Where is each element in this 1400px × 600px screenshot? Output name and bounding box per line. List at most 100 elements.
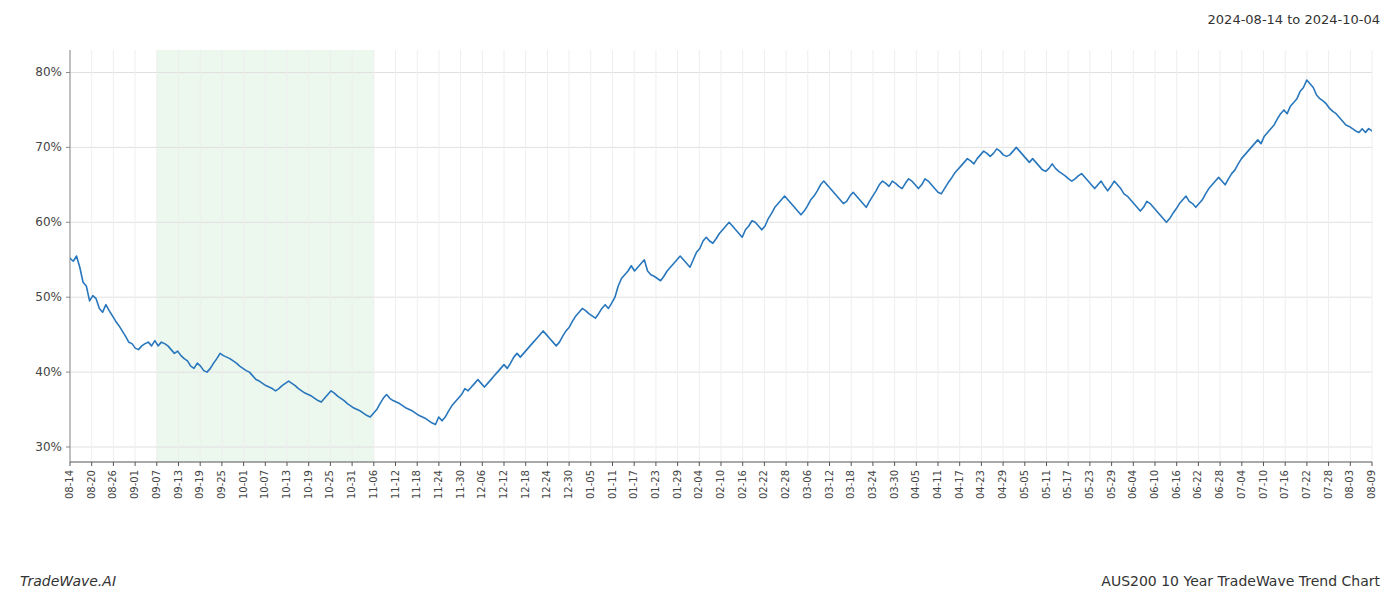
- grid-line-x: [721, 50, 722, 462]
- grid-line-x: [807, 50, 808, 462]
- grid-line-x: [938, 50, 939, 462]
- x-tick-label: 02-10: [715, 470, 726, 499]
- grid-line-x: [156, 50, 157, 462]
- x-tick: [655, 462, 656, 466]
- x-tick: [156, 462, 157, 466]
- x-tick-label: 09-07: [151, 470, 162, 499]
- grid-line-x: [981, 50, 982, 462]
- x-tick: [981, 462, 982, 466]
- y-axis: 30%40%50%60%70%80%: [35, 65, 70, 454]
- grid-line-x: [1198, 50, 1199, 462]
- y-axis-line: [70, 50, 71, 462]
- x-tick-label: 05-11: [1041, 470, 1052, 499]
- subtitle: 2024-08-14 to 2024-10-04: [1208, 12, 1380, 27]
- grid-line-x: [612, 50, 613, 462]
- grid-line-x: [135, 50, 136, 462]
- grid-line-x: [113, 50, 114, 462]
- x-tick: [395, 462, 396, 466]
- x-tick-label: 09-25: [216, 470, 227, 499]
- x-tick-label: 09-19: [194, 470, 205, 499]
- x-tick-label: 08-09: [1366, 470, 1377, 499]
- grid-line-x: [1306, 50, 1307, 462]
- grid-line-x: [634, 50, 635, 462]
- grid-line-x: [1111, 50, 1112, 462]
- title: AUS200 10 Year TradeWave Trend Chart: [1101, 573, 1380, 589]
- x-tick: [677, 462, 678, 466]
- x-tick: [1089, 462, 1090, 466]
- x-tick-label: 10-25: [324, 470, 335, 499]
- y-tick-label: 50%: [35, 290, 62, 304]
- x-tick-label: 07-04: [1236, 470, 1247, 499]
- x-tick-label: 10-01: [238, 470, 249, 499]
- x-tick: [1285, 462, 1286, 466]
- y-tick: [66, 147, 70, 148]
- x-tick-label: 07-16: [1279, 470, 1290, 499]
- x-tick: [1046, 462, 1047, 466]
- x-tick: [569, 462, 570, 466]
- x-tick-label: 01-05: [585, 470, 596, 499]
- grid-line-x: [373, 50, 374, 462]
- x-tick-label: 11-24: [433, 470, 444, 499]
- x-tick-label: 11-12: [390, 470, 401, 499]
- x-tick-label: 06-22: [1192, 470, 1203, 499]
- x-tick: [1068, 462, 1069, 466]
- x-tick: [1220, 462, 1221, 466]
- x-tick-label: 05-29: [1106, 470, 1117, 499]
- x-tick: [1372, 462, 1373, 466]
- grid-line-x: [1155, 50, 1156, 462]
- y-tick: [66, 447, 70, 448]
- grid-line-x: [1220, 50, 1221, 462]
- x-tick-label: 11-06: [368, 470, 379, 499]
- x-tick-label: 12-06: [476, 470, 487, 499]
- x-tick: [70, 462, 71, 466]
- grid-line-x: [590, 50, 591, 462]
- grid-line-x: [243, 50, 244, 462]
- x-tick: [482, 462, 483, 466]
- x-tick: [721, 462, 722, 466]
- highlight-layer: [157, 50, 374, 462]
- x-tick: [91, 462, 92, 466]
- x-tick: [525, 462, 526, 466]
- grid-line-x: [1133, 50, 1134, 462]
- x-tick-label: 04-23: [975, 470, 986, 499]
- y-tick: [66, 72, 70, 73]
- x-tick: [308, 462, 309, 466]
- grid-line-x: [482, 50, 483, 462]
- x-tick: [590, 462, 591, 466]
- x-tick-label: 02-28: [780, 470, 791, 499]
- x-tick: [243, 462, 244, 466]
- x-tick-label: 02-22: [758, 470, 769, 499]
- x-tick: [851, 462, 852, 466]
- grid-line-x: [330, 50, 331, 462]
- x-tick: [1155, 462, 1156, 466]
- x-tick-label: 01-29: [672, 470, 683, 499]
- x-tick: [373, 462, 374, 466]
- x-tick-label: 03-18: [845, 470, 856, 499]
- grid-line-x: [460, 50, 461, 462]
- x-tick-label: 06-16: [1171, 470, 1182, 499]
- grid-line-x: [1263, 50, 1264, 462]
- grid-line-x: [872, 50, 873, 462]
- x-tick-label: 05-17: [1062, 470, 1073, 499]
- grid-line-x: [959, 50, 960, 462]
- grid-line-x: [1176, 50, 1177, 462]
- x-tick-label: 09-01: [129, 470, 140, 499]
- x-tick: [959, 462, 960, 466]
- y-tick-label: 60%: [35, 215, 62, 229]
- grid-line-x: [1024, 50, 1025, 462]
- grid-line-x: [438, 50, 439, 462]
- x-tick-label: 08-20: [86, 470, 97, 499]
- grid-line-x: [786, 50, 787, 462]
- x-tick: [1350, 462, 1351, 466]
- grid-line-x: [1350, 50, 1351, 462]
- x-tick: [1003, 462, 1004, 466]
- x-tick: [221, 462, 222, 466]
- x-tick-label: 02-16: [737, 470, 748, 499]
- x-tick-label: 12-18: [520, 470, 531, 499]
- x-tick: [1241, 462, 1242, 466]
- grid-line-x: [655, 50, 656, 462]
- x-tick: [1111, 462, 1112, 466]
- grid-line-x: [1046, 50, 1047, 462]
- x-tick-label: 03-06: [802, 470, 813, 499]
- x-tick: [460, 462, 461, 466]
